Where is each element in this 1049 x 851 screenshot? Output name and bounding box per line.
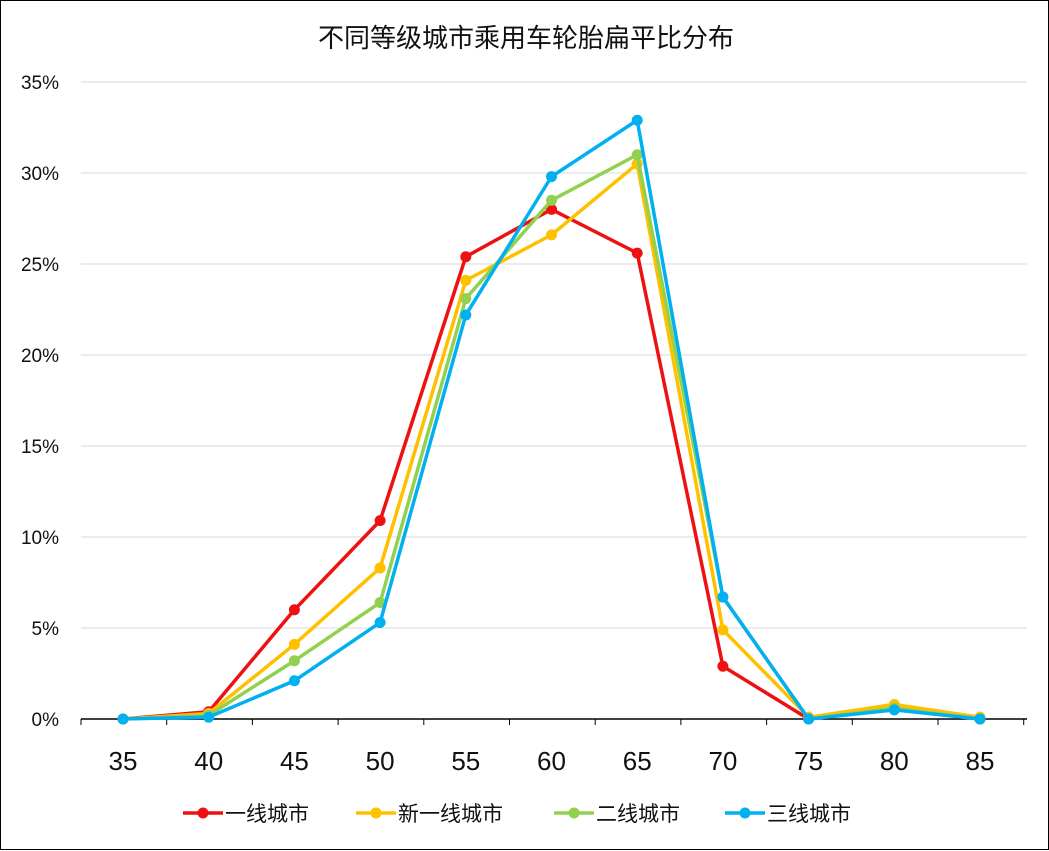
y-tick-label: 20% [21, 346, 59, 367]
data-point [374, 562, 386, 574]
data-point [546, 171, 557, 183]
x-tick-label: 85 [966, 746, 995, 776]
data-point [288, 675, 300, 687]
x-tick-label: 45 [280, 746, 309, 776]
x-tick-label: 70 [708, 746, 737, 776]
legend: 一线城市 新一线城市 二线城市 三线城市 [183, 802, 851, 826]
series-lines [117, 114, 986, 725]
legend-swatch-marker [370, 807, 382, 819]
x-tick-label: 65 [623, 746, 652, 776]
legend-item: 新一线城市 [356, 802, 503, 826]
data-point [974, 713, 986, 725]
x-tick-label: 75 [794, 746, 823, 776]
series-1 [117, 203, 986, 725]
data-point [460, 293, 472, 305]
gridlines [81, 81, 1027, 629]
y-tick-label: 0% [32, 710, 60, 731]
chart-title: 不同等级城市乘用车轮胎扁平比分布 [318, 24, 734, 54]
y-tick-label: 25% [21, 255, 59, 276]
legend-swatch-marker [197, 807, 209, 819]
data-point [288, 655, 300, 667]
data-point [374, 597, 386, 609]
data-point [631, 114, 643, 126]
data-point [203, 711, 215, 723]
y-tick-label: 10% [21, 528, 59, 549]
data-point [546, 229, 557, 241]
data-point [460, 251, 472, 263]
x-tick-labels: 35 40 45 50 55 60 65 70 75 80 85 [109, 746, 995, 776]
y-tick-label: 30% [21, 164, 59, 185]
data-point [717, 591, 729, 603]
data-point [717, 660, 729, 672]
series-2 [117, 158, 986, 725]
data-point [460, 309, 472, 321]
data-point [460, 274, 472, 286]
legend-label: 二线城市 [596, 802, 680, 826]
x-tick-label: 35 [109, 746, 138, 776]
legend-label: 一线城市 [225, 802, 309, 826]
data-point [631, 149, 643, 161]
data-point [717, 624, 729, 636]
legend-label: 新一线城市 [398, 802, 503, 826]
data-point [288, 638, 300, 650]
legend-label: 三线城市 [767, 802, 851, 826]
data-point [888, 704, 900, 716]
data-point [374, 617, 386, 629]
x-tick-label: 55 [451, 746, 480, 776]
series-4 [117, 114, 986, 725]
data-point [374, 515, 386, 527]
data-point [117, 713, 129, 725]
legend-item: 一线城市 [183, 802, 309, 826]
series-line [122, 207, 981, 721]
x-tick-label: 80 [880, 746, 909, 776]
x-tick-label: 60 [537, 746, 566, 776]
data-point [288, 604, 300, 616]
y-tick-labels: 0% 5% 10% 15% 20% 25% 30% 35% [21, 73, 59, 731]
legend-swatch-marker [568, 807, 580, 819]
legend-swatch-marker [739, 807, 751, 819]
legend-item: 三线城市 [725, 802, 851, 826]
y-tick-label: 5% [32, 619, 60, 640]
data-point [546, 194, 557, 206]
series-line [122, 162, 981, 721]
legend-item: 二线城市 [554, 802, 680, 826]
x-tick-label: 40 [194, 746, 223, 776]
data-point [803, 713, 815, 725]
x-axis [80, 718, 1027, 725]
y-tick-label: 35% [21, 73, 59, 94]
data-point [546, 203, 557, 215]
y-tick-label: 15% [21, 437, 59, 458]
x-tick-label: 50 [366, 746, 395, 776]
data-point [631, 247, 643, 259]
